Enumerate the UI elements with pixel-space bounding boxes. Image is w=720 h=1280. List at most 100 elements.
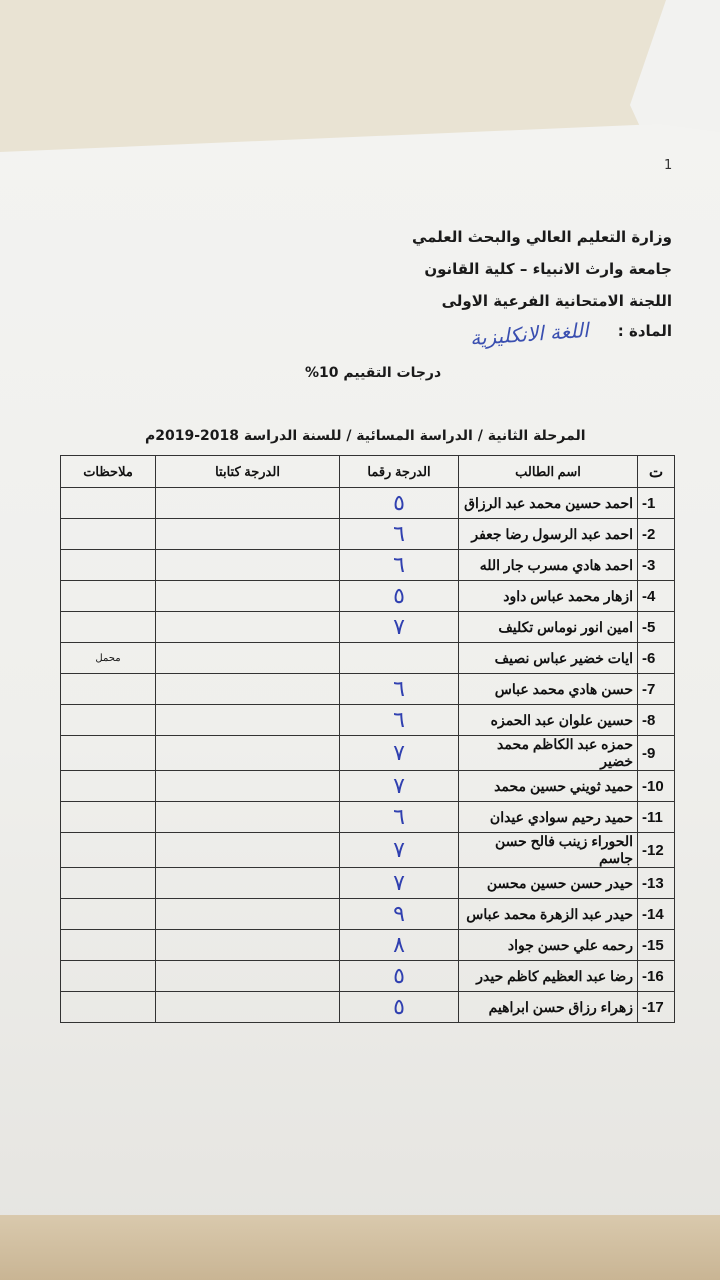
- table-row: 1- احمد حسين محمد عبد الرزاق ٥: [60, 487, 675, 519]
- notes: [60, 867, 156, 899]
- row-number: 8-: [637, 704, 675, 736]
- row-number: 17-: [637, 991, 675, 1023]
- table-row: 13- حيدر حسن حسين محسن ٧: [60, 867, 675, 899]
- row-number: 11-: [637, 801, 675, 833]
- grade-words: [155, 642, 340, 674]
- row-number: 13-: [637, 867, 675, 899]
- notes: [60, 770, 156, 802]
- student-name: احمد هادي مسرب جار الله: [458, 549, 638, 581]
- grade-words: [155, 991, 340, 1023]
- table-row: 6- ايات خضير عباس نصيف محمل: [60, 642, 675, 674]
- grade-numeric: ٧: [339, 770, 459, 802]
- grade-words: [155, 898, 340, 930]
- student-name: حسن هادي محمد عباس: [458, 673, 638, 705]
- background-surface: [0, 1215, 720, 1280]
- grade-words: [155, 832, 340, 868]
- table-row: 7- حسن هادي محمد عباس ٦: [60, 673, 675, 705]
- notes: [60, 704, 156, 736]
- grade-words: [155, 704, 340, 736]
- grade-numeric: ٥: [339, 960, 459, 992]
- grade-numeric: ٨: [339, 929, 459, 961]
- subject-label: المادة :: [617, 322, 672, 340]
- table-row: 16- رضا عبد العظيم كاظم حيدر ٥: [60, 960, 675, 992]
- notes: [60, 549, 156, 581]
- header-notes: ملاحظات: [60, 455, 156, 488]
- row-number: 12-: [637, 832, 675, 868]
- student-name: الحوراء زينب فالح حسن جاسم: [458, 832, 638, 868]
- table-row: 15- رحمه علي حسن جواد ٨: [60, 929, 675, 961]
- student-name: حميد ثويني حسين محمد: [458, 770, 638, 802]
- grade-numeric: ٧: [339, 611, 459, 643]
- header-grade-words: الدرجة كتابتا: [155, 455, 340, 488]
- document-title: درجات التقييم 10%: [305, 365, 442, 381]
- table-row: 9- حمزه عبد الكاظم محمد خضير ٧: [60, 735, 675, 771]
- grade-words: [155, 867, 340, 899]
- grade-numeric: ٥: [339, 487, 459, 519]
- student-name: حميد رحيم سوادي عيدان: [458, 801, 638, 833]
- student-name: ايات خضير عباس نصيف: [458, 642, 638, 674]
- table-row: 3- احمد هادي مسرب جار الله ٦: [60, 549, 675, 581]
- table-row: 8- حسين علوان عبد الحمزه ٦: [60, 704, 675, 736]
- row-number: 6-: [637, 642, 675, 674]
- grade-words: [155, 580, 340, 612]
- row-number: 10-: [637, 770, 675, 802]
- grade-numeric: ٦: [339, 673, 459, 705]
- grade-numeric: ٦: [339, 801, 459, 833]
- notes: [60, 801, 156, 833]
- grade-numeric: ٥: [339, 580, 459, 612]
- student-name: امين انور نوماس تكليف: [458, 611, 638, 643]
- grade-numeric: ٦: [339, 549, 459, 581]
- row-number: 7-: [637, 673, 675, 705]
- row-number: 3-: [637, 549, 675, 581]
- row-number: 2-: [637, 518, 675, 550]
- notes: [60, 832, 156, 868]
- row-number: 14-: [637, 898, 675, 930]
- grade-numeric: ٥: [339, 991, 459, 1023]
- grade-words: [155, 487, 340, 519]
- grade-numeric: ٦: [339, 704, 459, 736]
- row-number: 16-: [637, 960, 675, 992]
- student-name: حمزه عبد الكاظم محمد خضير: [458, 735, 638, 771]
- grade-numeric: ٧: [339, 735, 459, 771]
- student-name: احمد عبد الرسول رضا جعفر: [458, 518, 638, 550]
- grade-numeric: ٦: [339, 518, 459, 550]
- table-header-row: ت اسم الطالب الدرجة رقما الدرجة كتابتا م…: [60, 455, 675, 488]
- grade-words: [155, 929, 340, 961]
- grade-words: [155, 673, 340, 705]
- grade-words: [155, 801, 340, 833]
- row-number: 1-: [637, 487, 675, 519]
- table-row: 10- حميد ثويني حسين محمد ٧: [60, 770, 675, 802]
- grade-numeric: ٧: [339, 832, 459, 868]
- page-number: 1: [664, 158, 673, 173]
- ministry-line: وزارة التعليم العالي والبحث العلمي: [411, 228, 672, 246]
- header-student-name: اسم الطالب: [458, 455, 638, 488]
- notes: [60, 673, 156, 705]
- table-row: 12- الحوراء زينب فالح حسن جاسم ٧: [60, 832, 675, 868]
- grade-numeric: ٩: [339, 898, 459, 930]
- table-row: 2- احمد عبد الرسول رضا جعفر ٦: [60, 518, 675, 550]
- notes: [60, 735, 156, 771]
- notes: [60, 991, 156, 1023]
- student-name: حيدر حسن حسين محسن: [458, 867, 638, 899]
- student-name: زهراء رزاق حسن ابراهيم: [458, 991, 638, 1023]
- student-name: حيدر عبد الزهرة محمد عباس: [458, 898, 638, 930]
- grade-words: [155, 549, 340, 581]
- row-number: 4-: [637, 580, 675, 612]
- notes: محمل: [60, 642, 156, 674]
- row-number: 5-: [637, 611, 675, 643]
- committee-line: اللجنة الامتحانية الفرعية الاولى: [441, 292, 672, 310]
- stage-line: المرحلة الثانية / الدراسة المسائية / للس…: [145, 428, 586, 444]
- table-row: 17- زهراء رزاق حسن ابراهيم ٥: [60, 991, 675, 1023]
- university-line: جامعة وارث الانبياء – كلية القانون: [424, 260, 672, 278]
- row-number: 15-: [637, 929, 675, 961]
- table-row: 5- امين انور نوماس تكليف ٧: [60, 611, 675, 643]
- notes: [60, 898, 156, 930]
- grade-numeric: [339, 642, 459, 674]
- grade-words: [155, 770, 340, 802]
- student-name: ازهار محمد عباس داود: [458, 580, 638, 612]
- header-number: ت: [637, 455, 675, 488]
- grade-words: [155, 960, 340, 992]
- notes: [60, 611, 156, 643]
- student-name: رضا عبد العظيم كاظم حيدر: [458, 960, 638, 992]
- table-row: 4- ازهار محمد عباس داود ٥: [60, 580, 675, 612]
